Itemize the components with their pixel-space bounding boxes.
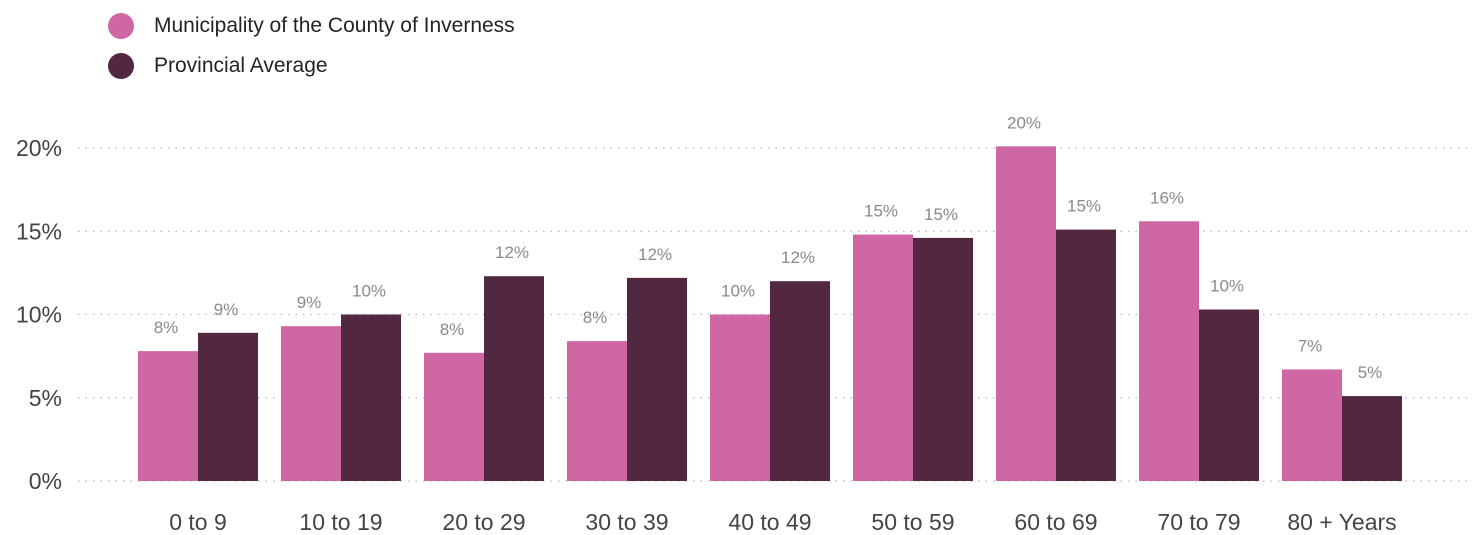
y-tick-label: 5% — [29, 385, 62, 411]
data-label: 15% — [864, 202, 898, 221]
bar — [1139, 221, 1199, 481]
y-axis: 0% 5% 10% 15% 20% — [16, 135, 62, 494]
bar — [198, 332, 258, 481]
data-label: 20% — [1007, 113, 1041, 132]
x-tick-label: 70 to 79 — [1157, 509, 1240, 535]
bar — [281, 326, 341, 481]
legend-swatch-provincial — [108, 53, 134, 79]
bar — [567, 341, 627, 481]
legend-item-provincial[interactable]: Provincial Average — [108, 52, 515, 80]
x-tick-label: 60 to 69 — [1014, 509, 1097, 535]
data-label: 7% — [1298, 336, 1323, 355]
data-label: 12% — [638, 245, 672, 264]
x-tick-label: 20 to 29 — [442, 509, 525, 535]
x-tick-label: 10 to 19 — [299, 509, 382, 535]
data-label: 12% — [495, 243, 529, 262]
data-label: 15% — [1067, 197, 1101, 216]
data-label: 5% — [1358, 363, 1383, 382]
bar — [1199, 309, 1259, 481]
bar — [138, 351, 198, 481]
y-tick-label: 10% — [16, 302, 62, 328]
bar — [1282, 369, 1342, 481]
bar — [1342, 396, 1402, 481]
x-tick-label: 0 to 9 — [169, 509, 227, 535]
data-label: 12% — [781, 248, 815, 267]
legend-label-provincial: Provincial Average — [154, 54, 328, 77]
data-label: 9% — [297, 293, 322, 312]
bar — [853, 234, 913, 481]
data-label: 9% — [214, 300, 239, 319]
bar — [1056, 229, 1116, 481]
x-axis: 0 to 9 10 to 19 20 to 29 30 to 39 40 to 49 50… — [169, 509, 1396, 535]
data-label: 10% — [1210, 277, 1244, 296]
data-label: 10% — [352, 282, 386, 301]
bar — [424, 352, 484, 481]
data-label: 16% — [1150, 188, 1184, 207]
x-tick-label: 50 to 59 — [871, 509, 954, 535]
bar — [710, 314, 770, 481]
legend-label-municipality: Municipality of the County of Inverness — [154, 14, 515, 37]
data-label: 8% — [583, 308, 608, 327]
data-label: 8% — [440, 320, 465, 339]
data-label: 10% — [721, 282, 755, 301]
x-tick-label: 30 to 39 — [585, 509, 668, 535]
bar — [770, 281, 830, 481]
data-label: 8% — [154, 318, 179, 337]
bar — [996, 146, 1056, 481]
chart-legend: Municipality of the County of Inverness … — [108, 12, 515, 92]
bar — [913, 237, 973, 481]
y-tick-label: 20% — [16, 135, 62, 161]
y-tick-label: 0% — [29, 468, 62, 494]
y-tick-label: 15% — [16, 218, 62, 244]
legend-swatch-municipality — [108, 13, 134, 39]
bar — [484, 276, 544, 481]
x-tick-label: 40 to 49 — [728, 509, 811, 535]
bar — [341, 314, 401, 481]
data-label: 15% — [924, 205, 958, 224]
x-tick-label: 80 + Years — [1287, 509, 1396, 535]
bar — [627, 277, 687, 481]
bars: 8% 9% 9% 10% 8% 12% 8% 12% 10% 12% 15% 15% 20% 15% 16%… — [138, 113, 1402, 481]
legend-item-municipality[interactable]: Municipality of the County of Inverness — [108, 12, 515, 40]
